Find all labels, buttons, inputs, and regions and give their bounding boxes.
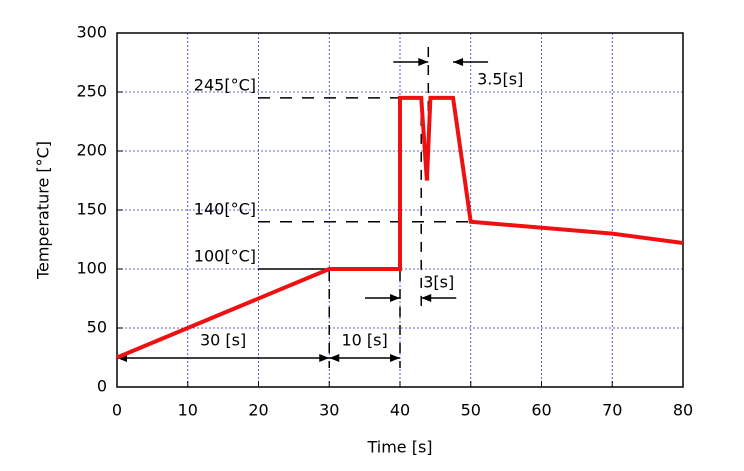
plot-frame [116, 32, 684, 388]
arrow-head [390, 294, 400, 302]
y-tick-label: 200 [76, 141, 107, 160]
x-tick-label: 70 [602, 401, 622, 420]
y-tick-label: 100 [76, 259, 107, 278]
span-label: 10 [s] [341, 331, 387, 350]
y-tick-label: 50 [87, 318, 107, 337]
y-tick-label: 0 [97, 377, 107, 396]
arrow-head [453, 58, 464, 66]
x-tick-label: 20 [248, 401, 268, 420]
x-axis-label: Time [s] [366, 438, 432, 457]
x-tick-label: 0 [112, 401, 122, 420]
arrow-head [329, 354, 340, 362]
x-tick-label: 50 [461, 401, 481, 420]
arrow-head [319, 354, 330, 362]
span-label: 3.5[s] [477, 70, 523, 89]
x-tick-label: 40 [390, 401, 410, 420]
arrow-head [418, 58, 429, 66]
level-label: 245[°C] [194, 75, 256, 94]
y-tick-label: 300 [76, 23, 107, 42]
y-tick-label: 150 [76, 200, 107, 219]
data-line [116, 95, 684, 360]
x-tick-label: 30 [319, 401, 339, 420]
level-label: 140[°C] [194, 199, 256, 218]
span-label: 3[s] [423, 273, 454, 292]
arrow-head [390, 354, 400, 362]
y-tick-label: 250 [76, 82, 107, 101]
arrow-head [421, 294, 432, 302]
x-tick-label: 60 [531, 401, 551, 420]
level-label: 100[°C] [194, 247, 256, 266]
x-tick-label: 10 [178, 401, 198, 420]
x-tick-label: 80 [673, 401, 693, 420]
span-label: 30 [s] [200, 331, 246, 350]
y-axis-label: Temperature [°C] [34, 141, 53, 280]
